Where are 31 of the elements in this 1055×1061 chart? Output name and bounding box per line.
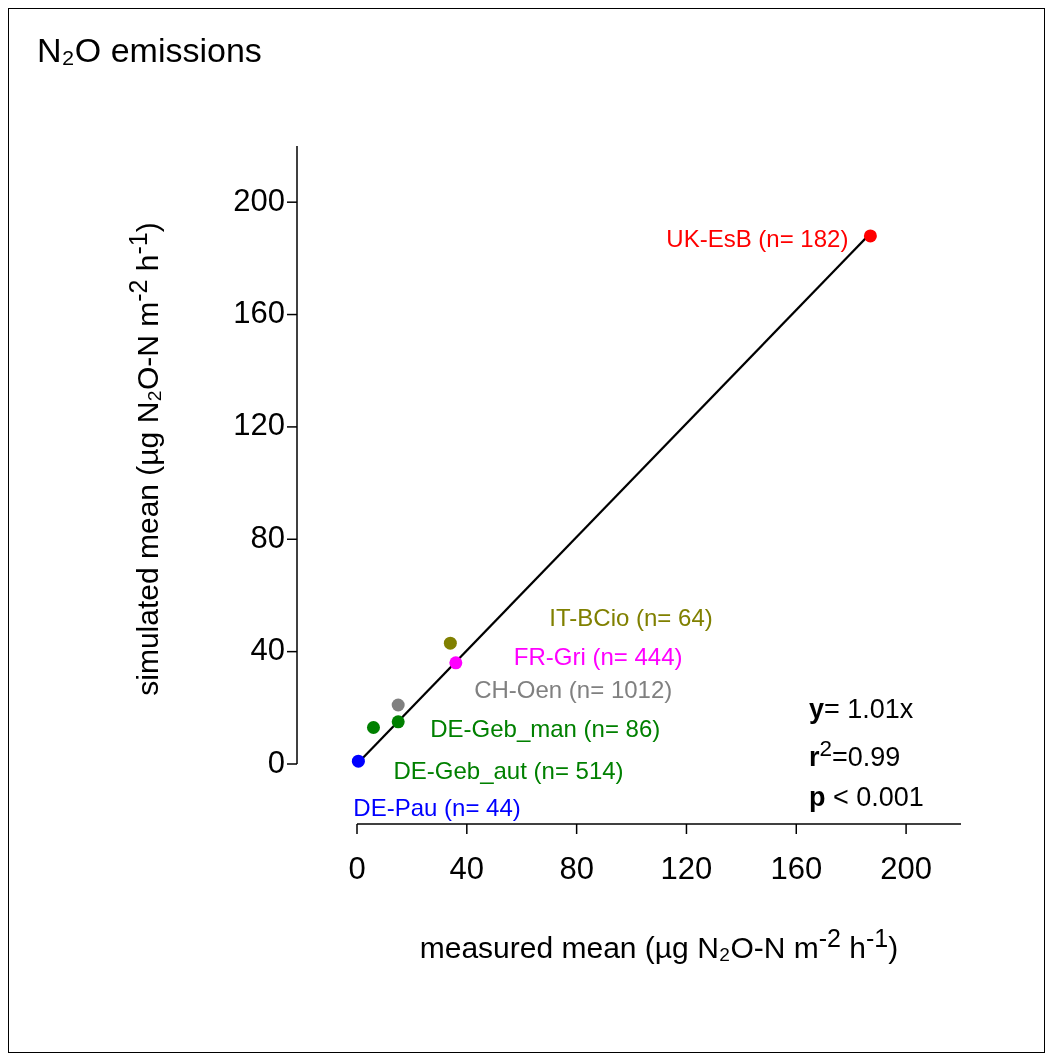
y-tick-label: 120 bbox=[233, 407, 285, 443]
point bbox=[391, 698, 405, 712]
text: p < 0.001 bbox=[809, 781, 924, 814]
point bbox=[443, 636, 457, 650]
y-tick-label: 200 bbox=[233, 182, 285, 218]
annotation: y= 1.01x bbox=[809, 693, 915, 726]
x-tick-label: 200 bbox=[880, 851, 932, 887]
series-label: DE-Pau (n= 44) bbox=[353, 794, 521, 822]
point bbox=[449, 656, 463, 670]
series-label: DE-Geb_man (n= 86) bbox=[430, 714, 661, 742]
x-tick-label: 120 bbox=[660, 851, 713, 887]
y-tick-label: 80 bbox=[250, 519, 285, 555]
x-tick-label: 40 bbox=[449, 851, 485, 887]
y-tick-label: 40 bbox=[250, 632, 285, 668]
series-label: DE-Geb_aut (n= 514) bbox=[393, 757, 624, 785]
x-tick-label: 80 bbox=[559, 851, 594, 887]
text: FR-Gri (n= 444) bbox=[513, 642, 683, 670]
chart-title: N₂O emissions bbox=[37, 31, 262, 70]
x-axis-title: measured mean (µg N₂O-N m$^{-2}$ h$^{-1}$) bbox=[418, 924, 900, 965]
y-tick-label: 160 bbox=[233, 295, 285, 331]
x-tick-label: 160 bbox=[770, 851, 823, 887]
y-tick-label: 0 bbox=[267, 744, 285, 780]
point bbox=[351, 754, 365, 768]
annotation: r$^{2}$=0.99 bbox=[809, 735, 902, 774]
series-label: UK-EsB (n= 182) bbox=[666, 224, 849, 252]
point bbox=[391, 715, 405, 729]
point bbox=[863, 229, 877, 243]
text: IT-BCio (n= 64) bbox=[549, 604, 713, 632]
x-tick-label: 0 bbox=[348, 851, 366, 887]
text: CH-Oen (n= 1012) bbox=[474, 676, 673, 704]
point bbox=[366, 720, 380, 734]
